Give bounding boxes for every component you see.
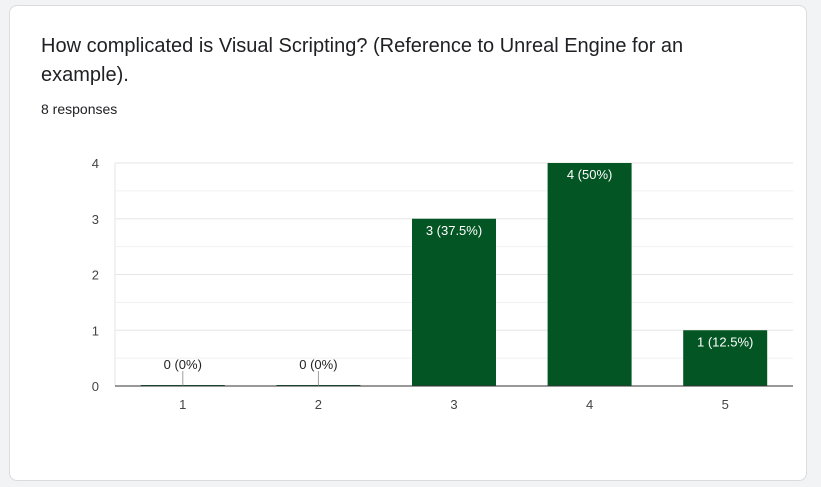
x-tick-label-5: 5: [722, 397, 729, 412]
bar-3: [412, 218, 496, 386]
data-label-4: 4 (50%): [567, 167, 613, 182]
y-tick-label: 2: [92, 268, 99, 283]
y-tick-label: 3: [92, 212, 99, 227]
response-count: 8 responses: [41, 101, 118, 117]
y-tick-label: 4: [92, 156, 99, 171]
y-tick-label: 1: [92, 323, 99, 338]
x-tick-label-2: 2: [315, 397, 322, 412]
x-tick-label-1: 1: [179, 397, 186, 412]
question-card: How complicated is Visual Scripting? (Re…: [9, 5, 807, 481]
y-tick-label: 0: [92, 379, 99, 394]
question-title: How complicated is Visual Scripting? (Re…: [41, 35, 684, 86]
bar-5: [683, 330, 768, 386]
bar-4: [547, 163, 632, 386]
data-label-2: 0 (0%): [299, 357, 337, 372]
data-label-1: 0 (0%): [164, 357, 202, 372]
data-label-5: 1 (12.5%): [697, 334, 753, 349]
data-label-3: 3 (37.5%): [426, 223, 482, 238]
x-tick-label-3: 3: [450, 397, 457, 412]
x-tick-label-4: 4: [586, 397, 593, 412]
